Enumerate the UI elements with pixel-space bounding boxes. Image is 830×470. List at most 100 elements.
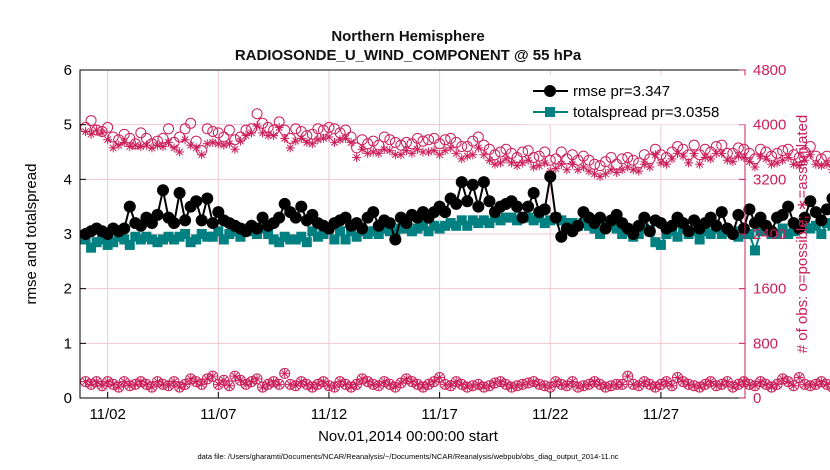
point-totalspread	[174, 231, 185, 242]
point-possible_low	[461, 381, 473, 393]
point-totalspread	[423, 226, 434, 237]
point-possible	[561, 153, 573, 165]
point-possible	[494, 146, 506, 158]
point-assimilated_low	[141, 379, 151, 389]
point-possible_low	[423, 378, 435, 390]
point-possible	[467, 135, 479, 147]
point-assimilated_low	[97, 381, 107, 391]
point-assimilated_low	[208, 371, 218, 381]
point-possible_low	[279, 367, 291, 379]
point-assimilated	[462, 151, 472, 161]
point-assimilated	[81, 127, 91, 136]
point-assimilated	[722, 155, 732, 165]
point-rmse	[168, 217, 181, 230]
point-possible	[517, 146, 529, 158]
point-possible_low	[644, 378, 656, 390]
point-rmse	[527, 187, 540, 199]
point-assimilated	[230, 144, 240, 154]
point-totalspread	[379, 223, 390, 234]
point-possible	[384, 134, 396, 146]
point-assimilated	[507, 158, 517, 168]
point-assimilated	[396, 150, 406, 160]
point-possible_low	[96, 380, 108, 392]
point-assimilated_low	[523, 378, 533, 388]
point-rmse	[356, 222, 369, 235]
point-totalspread	[545, 215, 556, 226]
point-assimilated_low	[357, 374, 367, 384]
point-assimilated	[816, 161, 826, 171]
point-assimilated_low	[590, 377, 600, 387]
point-assimilated	[274, 122, 284, 132]
point-assimilated	[584, 166, 594, 176]
series-rmse	[79, 170, 830, 246]
point-assimilated_low	[213, 379, 223, 389]
point-assimilated	[186, 140, 196, 150]
point-possible_low	[185, 373, 197, 385]
point-assimilated	[407, 148, 417, 158]
point-possible	[257, 117, 269, 129]
point-assimilated_low	[601, 382, 611, 392]
point-assimilated_low	[667, 381, 677, 391]
point-totalspread	[528, 215, 539, 226]
point-totalspread	[512, 215, 523, 226]
point-possible	[627, 154, 639, 166]
point-assimilated	[158, 142, 168, 152]
series-layer	[79, 108, 830, 393]
point-assimilated_low	[119, 377, 129, 387]
point-totalspread	[816, 229, 827, 239]
point-assimilated	[412, 144, 422, 154]
point-rmse	[461, 195, 474, 208]
point-assimilated	[307, 139, 317, 149]
point-possible_low	[395, 377, 407, 389]
point-assimilated_low	[623, 371, 633, 381]
point-assimilated_low	[507, 382, 517, 392]
point-assimilated	[689, 148, 699, 158]
point-assimilated	[562, 165, 572, 175]
point-totalspread	[340, 234, 351, 245]
point-rmse	[367, 206, 380, 219]
point-assimilated_low	[418, 382, 428, 392]
point-totalspread	[467, 215, 478, 226]
right-axis: 0 800 1600 2400 3200 4000 4800	[739, 62, 786, 407]
point-possible_low	[467, 380, 479, 392]
point-possible_low	[257, 381, 269, 393]
point-totalspread	[500, 212, 511, 223]
point-possible_low	[638, 376, 650, 388]
point-totalspread	[772, 229, 783, 239]
point-assimilated_low	[440, 379, 450, 389]
point-possible	[356, 134, 368, 146]
point-assimilated	[512, 161, 522, 171]
point-rmse	[826, 192, 830, 204]
point-totalspread	[146, 234, 157, 245]
point-totalspread	[749, 245, 760, 256]
point-assimilated_low	[175, 382, 185, 392]
point-totalspread	[783, 229, 794, 239]
point-possible	[179, 123, 191, 135]
point-assimilated_low	[412, 379, 422, 389]
point-possible_low	[212, 378, 224, 390]
x-tick-label: 11/22	[532, 406, 568, 423]
point-possible_low	[677, 376, 689, 388]
point-assimilated	[534, 161, 544, 171]
point-totalspread	[130, 231, 141, 242]
point-rmse	[549, 211, 562, 224]
point-assimilated_low	[695, 382, 705, 392]
point-assimilated	[755, 151, 765, 161]
point-assimilated	[623, 162, 633, 172]
point-assimilated_low	[556, 379, 566, 389]
point-assimilated	[440, 146, 450, 156]
point-assimilated	[811, 159, 821, 169]
point-assimilated	[490, 159, 500, 169]
point-possible	[605, 151, 617, 163]
point-assimilated_low	[446, 381, 456, 391]
point-totalspread	[456, 215, 467, 226]
point-assimilated_low	[396, 378, 406, 388]
point-possible_low	[727, 381, 739, 393]
point-possible	[157, 132, 169, 144]
left-axis-label: rmse and totalspread	[23, 164, 40, 305]
point-rmse	[571, 219, 584, 232]
point-assimilated_low	[612, 379, 622, 389]
point-assimilated_low	[368, 379, 378, 389]
point-assimilated_low	[706, 377, 716, 387]
point-possible_low	[262, 378, 274, 390]
